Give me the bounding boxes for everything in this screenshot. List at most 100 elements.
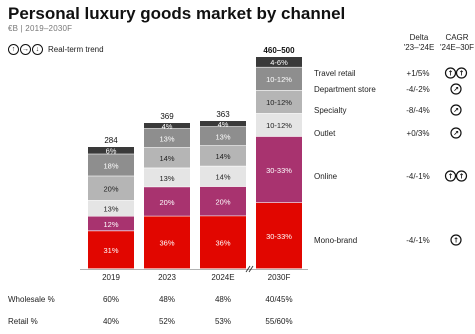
- up-right-arrow-icon: [450, 104, 462, 116]
- cagr-header-line1: CAGR: [445, 33, 469, 42]
- data-label: 10-12%: [266, 75, 292, 84]
- bar-segment-travel-retail-2023: [144, 123, 190, 129]
- up-right-arrow-icon-glyph: ↗: [453, 107, 459, 115]
- delta-value: -4/-1%: [406, 236, 430, 245]
- cagr-header-line2: '24E–30F: [440, 43, 474, 52]
- up-arrow-icon-glyph: ↑: [453, 237, 459, 245]
- bar-segment-department-store-2023: [144, 128, 190, 148]
- bar-segment-department-store-2024e: [200, 126, 246, 146]
- trend-legend: ↑ → ↓ Real-term trend: [8, 44, 104, 55]
- axis-break-mark: [245, 265, 251, 273]
- bar-segment-specialty-2030f: [256, 90, 302, 114]
- up-right-arrow-icon: [450, 83, 462, 95]
- data-label: 13%: [159, 174, 174, 183]
- data-label: 30-33%: [266, 232, 292, 241]
- bar-segment-travel-retail-2030f: [256, 57, 302, 67]
- up-arrow-icon: [444, 170, 457, 182]
- data-label: 14%: [215, 173, 230, 182]
- footer-row-value: 55/60%: [265, 317, 293, 326]
- x-tick-label: 2023: [158, 273, 176, 282]
- bar-segment-outlet-2023: [144, 168, 190, 187]
- down-arrow-icon: ↓: [32, 44, 43, 55]
- footer-row-value: 48%: [214, 295, 231, 304]
- footer-row-value: 53%: [214, 317, 231, 326]
- delta-value: +0/3%: [407, 129, 430, 138]
- footer-row-label: Wholesale %: [8, 295, 55, 304]
- bar-segment-online-2030f: [256, 136, 302, 203]
- data-label: 13%: [159, 134, 174, 143]
- bar-segment-outlet-2030f: [256, 113, 302, 137]
- up-right-arrow-icon-glyph: ↗: [453, 130, 459, 138]
- legend-label: Mono-brand: [314, 236, 357, 245]
- bar-segment-outlet-2019: [88, 200, 134, 216]
- bar-segment-department-store-2019: [88, 154, 134, 176]
- up-arrow-icon: [444, 67, 457, 79]
- bar-segment-mono-brand-2024e: [200, 216, 246, 269]
- legend-label: Specialty: [314, 106, 346, 115]
- data-label: 4%: [218, 120, 229, 129]
- up-arrow-icon-glyph: ↑: [459, 70, 465, 78]
- bar-segment-mono-brand-2019: [88, 231, 134, 269]
- bar-segment-travel-retail-2019: [88, 147, 134, 154]
- up-right-arrow-icon: [450, 127, 462, 139]
- bar-segment-outlet-2024e: [200, 166, 246, 187]
- data-label: 10-12%: [266, 98, 292, 107]
- trend-icons: ↑ → ↓: [8, 44, 43, 55]
- total-label: 284: [104, 136, 118, 145]
- bar-segment-mono-brand-2023: [144, 216, 190, 269]
- x-tick-label: 2019: [102, 273, 120, 282]
- bar-segment-online-2024e: [200, 186, 246, 216]
- data-label: 30-33%: [266, 166, 292, 175]
- bar-segment-mono-brand-2030f: [256, 202, 302, 269]
- up-arrow-icon: [455, 170, 468, 182]
- data-label: 13%: [103, 205, 118, 214]
- footer-row-value: 40%: [102, 317, 119, 326]
- total-label: 363: [216, 110, 230, 119]
- total-label: 460–500: [263, 46, 295, 55]
- data-label: 10-12%: [266, 121, 292, 130]
- trend-label: Real-term trend: [48, 45, 104, 54]
- data-label: 18%: [103, 161, 118, 170]
- data-label: 20%: [215, 198, 230, 207]
- bar-segment-specialty-2023: [144, 147, 190, 168]
- footer-row-value: 40/45%: [265, 295, 293, 304]
- up-right-arrow-icon-glyph: ↗: [453, 86, 459, 94]
- data-label: 14%: [215, 152, 230, 161]
- footer-row-value: 48%: [158, 295, 175, 304]
- legend-label: Department store: [314, 85, 376, 94]
- data-label: 13%: [215, 132, 230, 141]
- bar-segment-online-2019: [88, 216, 134, 231]
- x-tick-label: 2024E: [211, 273, 234, 282]
- legend-label: Outlet: [314, 129, 336, 138]
- chart-title: Personal luxury goods market by channel: [8, 4, 346, 23]
- data-label: 6%: [106, 147, 117, 156]
- bar-segment-specialty-2019: [88, 176, 134, 201]
- up-arrow-icon: ↑: [8, 44, 19, 55]
- up-arrow-icon-glyph: ↑: [448, 173, 454, 181]
- legend-label: Online: [314, 172, 338, 181]
- delta-value: -4/-1%: [406, 172, 430, 181]
- legend-label: Travel retail: [314, 69, 356, 78]
- total-label: 369: [160, 112, 174, 121]
- delta-value: -4/-2%: [406, 85, 430, 94]
- bar-segment-department-store-2030f: [256, 67, 302, 90]
- data-label: 36%: [159, 239, 174, 248]
- delta-value: +1/5%: [407, 69, 430, 78]
- data-label: 14%: [159, 154, 174, 163]
- up-arrow-icon-glyph: ↑: [448, 70, 454, 78]
- data-label: 4-6%: [270, 58, 288, 67]
- axis-break-mark: [248, 265, 254, 273]
- data-label: 4%: [162, 122, 173, 131]
- up-arrow-icon: [455, 67, 468, 79]
- footer-row-label: Retail %: [8, 317, 38, 326]
- footer-row-value: 52%: [158, 317, 175, 326]
- data-label: 31%: [103, 246, 118, 255]
- up-arrow-icon-glyph: ↑: [459, 173, 465, 181]
- bar-segment-travel-retail-2024e: [200, 121, 246, 127]
- chart-subtitle: €B | 2019–2030F: [8, 24, 73, 33]
- delta-column-header: Delta '23–'24E: [394, 33, 444, 53]
- data-label: 36%: [215, 239, 230, 248]
- cagr-column-header: CAGR '24E–30F: [432, 33, 475, 53]
- bar-segment-online-2023: [144, 187, 190, 216]
- bar-segment-specialty-2024e: [200, 145, 246, 166]
